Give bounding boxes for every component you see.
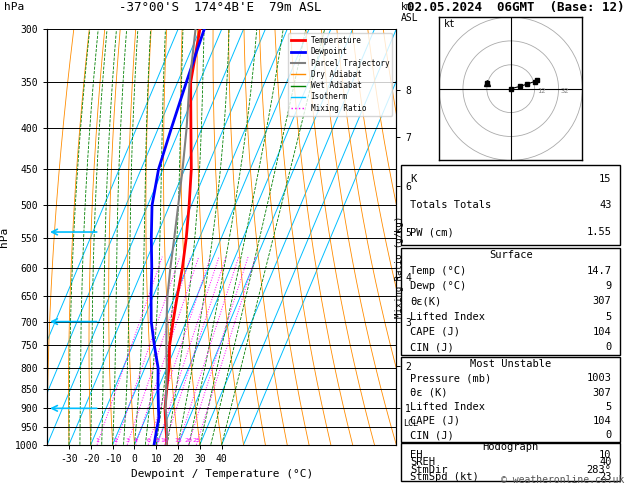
Text: 14.7: 14.7 (586, 266, 611, 276)
Text: 283°: 283° (586, 465, 611, 475)
Text: Mixing Ratio (g/kg): Mixing Ratio (g/kg) (395, 216, 404, 318)
Text: Totals Totals: Totals Totals (410, 200, 491, 210)
Text: Most Unstable: Most Unstable (470, 359, 552, 369)
Text: kt: kt (444, 18, 455, 29)
Text: 5: 5 (605, 312, 611, 322)
Text: 02.05.2024  06GMT  (Base: 12): 02.05.2024 06GMT (Base: 12) (407, 1, 625, 15)
Text: Pressure (mb): Pressure (mb) (410, 373, 491, 383)
Legend: Temperature, Dewpoint, Parcel Trajectory, Dry Adiabat, Wet Adiabat, Isotherm, Mi: Temperature, Dewpoint, Parcel Trajectory… (288, 33, 392, 116)
Text: LCL: LCL (403, 419, 418, 428)
Text: 12: 12 (537, 88, 545, 94)
Text: 1003: 1003 (586, 373, 611, 383)
Text: km
ASL: km ASL (401, 2, 419, 23)
Text: hPa: hPa (4, 2, 25, 13)
X-axis label: Dewpoint / Temperature (°C): Dewpoint / Temperature (°C) (131, 469, 313, 479)
Text: 10: 10 (599, 450, 611, 460)
Text: 8: 8 (155, 437, 159, 443)
Text: 15: 15 (599, 174, 611, 184)
Text: 43: 43 (599, 200, 611, 210)
Text: CAPE (J): CAPE (J) (410, 416, 460, 426)
Text: Lifted Index: Lifted Index (410, 312, 485, 322)
Text: 10: 10 (161, 437, 169, 443)
Text: CIN (J): CIN (J) (410, 342, 454, 352)
Text: 104: 104 (593, 327, 611, 337)
Text: 15: 15 (174, 437, 182, 443)
Text: CAPE (J): CAPE (J) (410, 327, 460, 337)
Text: StmDir: StmDir (410, 465, 448, 475)
Text: StmSpd (kt): StmSpd (kt) (410, 472, 479, 482)
Text: 4: 4 (134, 437, 138, 443)
Text: Dewp (°C): Dewp (°C) (410, 281, 466, 291)
Text: 0: 0 (605, 430, 611, 440)
Text: K: K (410, 174, 416, 184)
Text: Temp (°C): Temp (°C) (410, 266, 466, 276)
Text: PW (cm): PW (cm) (410, 227, 454, 237)
Text: Lifted Index: Lifted Index (410, 402, 485, 412)
Text: 25: 25 (192, 437, 200, 443)
Text: 3: 3 (125, 437, 130, 443)
Text: 0: 0 (605, 342, 611, 352)
Text: 9: 9 (605, 281, 611, 291)
Text: 23: 23 (599, 472, 611, 482)
Text: Surface: Surface (489, 250, 533, 260)
Text: EH: EH (410, 450, 423, 460)
Text: SREH: SREH (410, 457, 435, 467)
Text: 40: 40 (599, 457, 611, 467)
Text: © weatheronline.co.uk: © weatheronline.co.uk (501, 474, 625, 485)
Text: -37°00'S  174°4B'E  79m ASL: -37°00'S 174°4B'E 79m ASL (119, 1, 321, 15)
Text: 6: 6 (147, 437, 150, 443)
Text: 2: 2 (114, 437, 118, 443)
Text: 104: 104 (593, 416, 611, 426)
Text: 32: 32 (561, 88, 569, 94)
Text: CIN (J): CIN (J) (410, 430, 454, 440)
Text: 1: 1 (95, 437, 99, 443)
Text: 1.55: 1.55 (586, 227, 611, 237)
Text: 20: 20 (184, 437, 192, 443)
Text: Hodograph: Hodograph (482, 442, 539, 452)
Y-axis label: hPa: hPa (0, 227, 9, 247)
Text: 307: 307 (593, 296, 611, 306)
Text: 5: 5 (605, 402, 611, 412)
Text: θε (K): θε (K) (410, 388, 448, 398)
Text: 307: 307 (593, 388, 611, 398)
Text: θε(K): θε(K) (410, 296, 442, 306)
